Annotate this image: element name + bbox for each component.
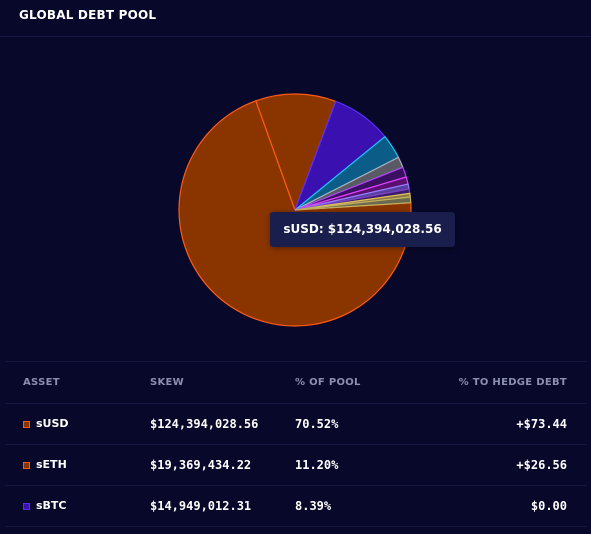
pie-slice-seth[interactable]: [255, 93, 337, 212]
asset-name: sETH: [36, 458, 67, 471]
header-pct-pool[interactable]: % OF POOL: [295, 377, 361, 388]
asset-color-swatch: [23, 421, 30, 428]
panel-title: GLOBAL DEBT POOL: [19, 8, 157, 22]
pool-percent: 70.52%: [295, 417, 339, 431]
skew-value: $19,369,434.22: [150, 458, 252, 472]
asset-name: sBTC: [36, 499, 67, 512]
debt-pool-table: ASSET SKEW % OF POOL % TO HEDGE DEBT sUS…: [5, 361, 586, 527]
hedge-value: $0.00: [530, 499, 567, 513]
header-pct-hedge[interactable]: % TO HEDGE DEBT: [458, 377, 567, 388]
debt-pool-chart: sUSD: $124,394,028.56: [0, 37, 591, 360]
hedge-value: +$73.44: [516, 417, 567, 431]
header-skew[interactable]: SKEW: [150, 377, 185, 388]
header-asset[interactable]: ASSET: [23, 377, 60, 388]
pie-slice[interactable]: [294, 196, 412, 211]
table-row[interactable]: sETH $19,369,434.22 11.20% +$26.56: [5, 445, 586, 486]
panel-header: GLOBAL DEBT POOL: [0, 0, 591, 37]
table-row[interactable]: sUSD $124,394,028.56 70.52% +$73.44: [5, 404, 586, 445]
pie-chart: [178, 93, 412, 327]
skew-value: $14,949,012.31: [150, 499, 252, 513]
hedge-value: +$26.56: [516, 458, 567, 472]
skew-value: $124,394,028.56: [150, 417, 259, 431]
table-row[interactable]: sBTC $14,949,012.31 8.39% $0.00: [5, 486, 586, 527]
asset-color-swatch: [23, 503, 30, 510]
pool-percent: 8.39%: [295, 499, 332, 513]
pool-percent: 11.20%: [295, 458, 339, 472]
table-header: ASSET SKEW % OF POOL % TO HEDGE DEBT: [5, 361, 586, 404]
chart-tooltip: sUSD: $124,394,028.56: [270, 212, 455, 247]
asset-color-swatch: [23, 462, 30, 469]
asset-name: sUSD: [36, 417, 69, 430]
